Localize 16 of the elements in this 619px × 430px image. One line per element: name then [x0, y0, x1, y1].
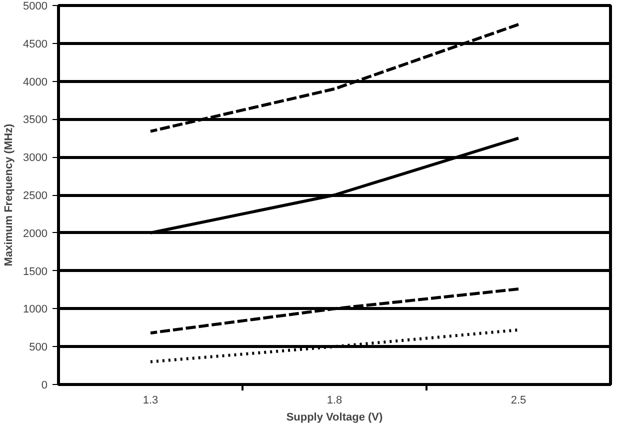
y-axis-title: Maximum Frequency (MHz): [3, 123, 16, 266]
x-tick-label: 2.5: [510, 394, 526, 406]
y-tick-label: 4000: [23, 76, 48, 88]
y-tick-label: 1500: [23, 266, 48, 278]
y-tick-label: 500: [29, 342, 48, 354]
y-tick-label: 2000: [23, 228, 48, 240]
y-tick-label: 3500: [23, 114, 48, 126]
y-tick-label: 4500: [23, 38, 48, 50]
y-tick-label: 3000: [23, 152, 48, 164]
x-tick-label: 1.3: [142, 394, 158, 406]
y-tick-label: 5000: [23, 0, 48, 12]
x-tick-label: 1.8: [326, 394, 342, 406]
y-tick-label: 0: [41, 380, 48, 392]
y-tick-label: 1000: [23, 304, 48, 316]
x-axis-title: Supply Voltage (V): [286, 412, 384, 424]
y-tick-label: 2500: [23, 190, 48, 202]
